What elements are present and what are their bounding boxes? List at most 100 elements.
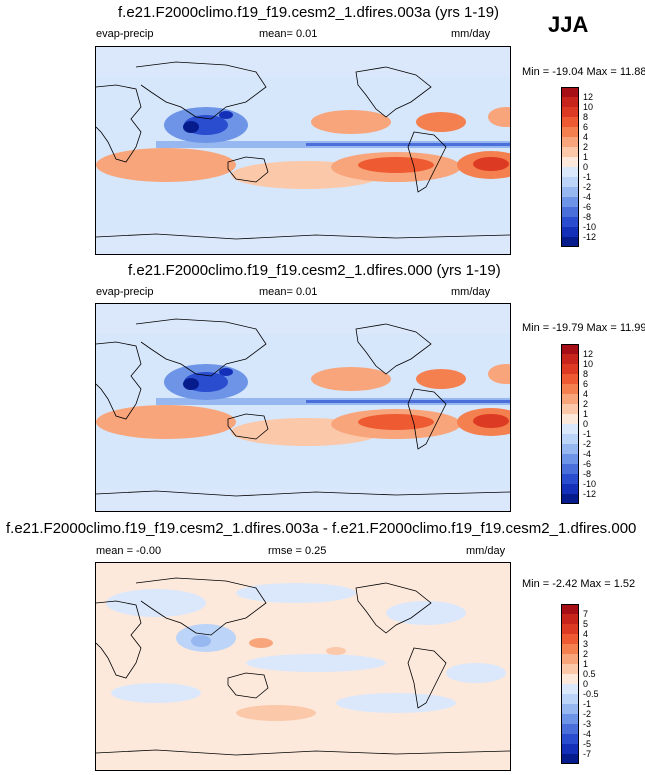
colorbar-tick-label: -7 (583, 749, 592, 759)
coastline-africa (96, 84, 142, 163)
map-diff-patch (386, 601, 466, 625)
colorbar-swatch (561, 207, 579, 217)
coastline-africa (96, 600, 142, 679)
coastline-asia (135, 318, 267, 377)
colorbar-swatch (561, 87, 579, 97)
colorbar-tick-label: 2 (583, 142, 589, 152)
colorbar-tick-label: 1 (583, 659, 589, 669)
map-evap-south-pacific-core (358, 157, 434, 173)
colorbar-tick-label: -2 (583, 182, 592, 192)
colorbar-tick-label: -1 (583, 699, 592, 709)
map-diff-patch (249, 638, 273, 648)
coastline-north-america (355, 582, 432, 634)
colorbar-tick-label: 0 (583, 162, 589, 172)
map-arctic-band (96, 47, 510, 77)
map-diff-patch (446, 663, 506, 683)
colorbar-tick-label: -3 (583, 719, 592, 729)
colorbar-tick-label: 3 (583, 639, 589, 649)
colorbar-swatch (561, 107, 579, 117)
coastline-antarctica (96, 490, 510, 497)
colorbar-tick-label: 6 (583, 122, 589, 132)
colorbar-swatch (561, 694, 579, 704)
coastline-south-america (407, 388, 447, 450)
panel2-mean: mean= 0.01 (259, 286, 318, 298)
panel3-mean: mean = -0.00 (96, 545, 162, 557)
map-monsoon-peak-east (219, 368, 233, 376)
map-diff-patch (236, 583, 356, 603)
colorbar-swatch (561, 484, 579, 494)
panel1-minmax: Min = -19.04 Max = 11.88 (522, 66, 645, 78)
colorbar-swatch (561, 654, 579, 664)
panel1-title: f.e21.F2000climo.f19_f19.cesm2_1.dfires.… (118, 4, 500, 21)
colorbar-swatch (561, 424, 579, 434)
colorbar-swatch (561, 97, 579, 107)
colorbar-swatch (561, 197, 579, 207)
map-diff-patch (111, 683, 201, 703)
coastline-australia (227, 413, 269, 440)
map-evap-south-atlantic-core (473, 414, 509, 428)
colorbar-swatch (561, 464, 579, 474)
colorbar-swatch (561, 374, 579, 384)
colorbar-swatch (561, 494, 579, 504)
colorbar-tick-label: 6 (583, 379, 589, 389)
colorbar-tick-label: 10 (583, 102, 594, 112)
colorbar-tick-label: -12 (583, 232, 597, 242)
colorbar-swatch (561, 384, 579, 394)
colorbar-swatch (561, 644, 579, 654)
season-label: JJA (548, 12, 589, 37)
map-monsoon-peak (183, 121, 199, 133)
panel1-units: mm/day (451, 28, 491, 40)
colorbar-swatch (561, 147, 579, 157)
colorbar-swatch (561, 414, 579, 424)
colorbar-tick-label: 8 (583, 112, 589, 122)
colorbar-swatch (561, 704, 579, 714)
colorbar-tick-label: 4 (583, 132, 589, 142)
coastline-north-america (355, 66, 432, 118)
colorbar-tick-label: 4 (583, 389, 589, 399)
colorbar-tick-label: 0 (583, 679, 589, 689)
coastline-north-america (355, 323, 432, 375)
panel1-variable: evap-precip (96, 28, 154, 40)
panel3-units: mm/day (466, 545, 506, 557)
map-evap-south-indian (96, 405, 236, 439)
colorbar-tick-label: 10 (583, 359, 594, 369)
colorbar-tick-label: -2 (583, 439, 592, 449)
map-itcz-core (306, 400, 510, 403)
colorbar-tick-label: -0.5 (583, 689, 599, 699)
colorbar-tick-label: 0.5 (583, 669, 596, 679)
panel1-mean: mean= 0.01 (259, 28, 318, 40)
coastline-antarctica (96, 233, 510, 240)
colorbar-tick-label: -8 (583, 212, 592, 222)
colorbar-tick-label: -4 (583, 729, 592, 739)
colorbar-swatch (561, 604, 579, 614)
colorbar-swatch (561, 137, 579, 147)
colorbar-swatch (561, 217, 579, 227)
colorbar-swatch (561, 744, 579, 754)
coastline-south-america (407, 131, 447, 193)
colorbar-swatch (561, 167, 579, 177)
map-evap-north-africa (488, 107, 510, 127)
colorbar-swatch (561, 634, 579, 644)
colorbar-tick-label: 12 (583, 349, 594, 359)
map-diff-patch (106, 589, 206, 617)
map-itcz-core (306, 143, 510, 146)
map-evap-north-atlantic (416, 112, 466, 132)
panel3-title: f.e21.F2000climo.f19_f19.cesm2_1.dfires.… (6, 520, 637, 537)
colorbar-tick-label: -5 (583, 739, 592, 749)
colorbar-swatch (561, 444, 579, 454)
colorbar-swatch (561, 187, 579, 197)
map-monsoon-peak (183, 378, 199, 390)
map-diff-patch (191, 635, 211, 647)
colorbar-swatch (561, 624, 579, 634)
colorbar-tick-label: 2 (583, 649, 589, 659)
colorbar-swatch (561, 394, 579, 404)
coastline-asia (135, 577, 267, 636)
colorbar-swatch (561, 434, 579, 444)
map-evap-south-atlantic-core (473, 157, 509, 171)
colorbar-swatch (561, 734, 579, 744)
colorbar-tick-label: -4 (583, 449, 592, 459)
map-evap-north-atlantic (416, 369, 466, 389)
panel3-map (95, 562, 511, 771)
colorbar-tick-label: -1 (583, 429, 592, 439)
colorbar-swatch (561, 364, 579, 374)
